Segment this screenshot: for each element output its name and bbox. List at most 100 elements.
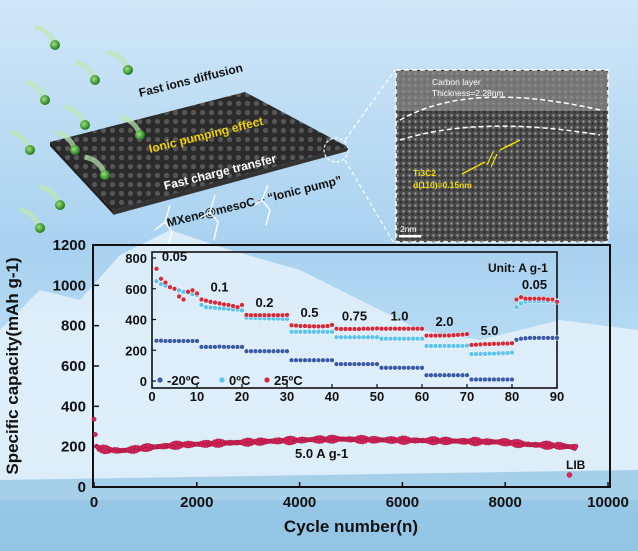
inset-data-point bbox=[500, 340, 506, 347]
inset-data-point bbox=[194, 290, 200, 297]
inset-data-point bbox=[239, 344, 245, 350]
inset-data-point bbox=[545, 335, 551, 341]
main-plot-frame bbox=[92, 244, 611, 488]
inset-data-point bbox=[279, 312, 286, 318]
inset-data-point bbox=[401, 365, 407, 371]
inset-data-point bbox=[176, 287, 182, 293]
inset-data-point bbox=[203, 304, 209, 310]
inset-data-point bbox=[158, 276, 164, 282]
inset-data-point bbox=[225, 302, 232, 308]
inset-data-point bbox=[477, 376, 484, 383]
inset-y-tick-label: 0 bbox=[140, 374, 147, 389]
inset-data-point bbox=[315, 357, 322, 363]
y-tick-label: 600 bbox=[61, 358, 86, 375]
inset-data-point bbox=[527, 296, 533, 302]
inset-data-point bbox=[234, 304, 241, 310]
inset-data-point bbox=[491, 350, 497, 357]
data-point bbox=[573, 443, 579, 449]
y-tick-label: 1000 bbox=[53, 277, 86, 294]
tem-phase-label: Ti3C2 bbox=[413, 168, 436, 178]
inset-data-point bbox=[383, 336, 389, 342]
inset-data-point bbox=[351, 361, 358, 367]
inset-data-point bbox=[495, 341, 502, 347]
inset-data-point bbox=[356, 361, 362, 367]
y-tick-label: 200 bbox=[61, 439, 86, 456]
inset-data-point bbox=[459, 331, 466, 338]
inset-data-point bbox=[437, 332, 443, 339]
inset-data-point bbox=[297, 323, 304, 329]
inset-data-point bbox=[288, 329, 295, 335]
inset-data-point bbox=[374, 334, 380, 340]
main-x-axis-label: Cycle number(n) bbox=[284, 517, 418, 536]
inset-data-point bbox=[212, 344, 218, 350]
inset-data-point bbox=[450, 372, 457, 378]
inset-data-point bbox=[180, 289, 187, 295]
data-point bbox=[91, 416, 97, 422]
inset-data-point bbox=[333, 361, 340, 367]
inset-data-point bbox=[351, 334, 358, 340]
inset-data-point bbox=[207, 304, 214, 311]
y-tick-label: 1200 bbox=[53, 237, 86, 254]
inset-data-point bbox=[297, 357, 304, 363]
inset-data-point bbox=[473, 376, 479, 383]
lattice-arrows bbox=[461, 139, 521, 175]
inset-data-point bbox=[401, 326, 407, 332]
legend-label: 0ºC bbox=[229, 373, 251, 388]
inset-data-point bbox=[329, 322, 335, 328]
inset-data-point bbox=[522, 296, 529, 302]
inset-data-point bbox=[437, 343, 443, 349]
inset-data-point bbox=[324, 329, 331, 335]
inset-data-point bbox=[441, 332, 448, 339]
tem-image: Carbon layer Thickness=2.28nm Ti3C2 d(11… bbox=[395, 69, 609, 243]
tem-spacing-label: d(110)=0.15nm bbox=[413, 180, 472, 190]
inset-data-point bbox=[473, 351, 479, 357]
rate-annotation: 5.0 A g-1 bbox=[295, 446, 348, 461]
inset-data-point bbox=[509, 349, 515, 356]
inset-x-tick-label: 50 bbox=[370, 389, 384, 404]
x-tick-label: 6000 bbox=[386, 494, 419, 511]
rate-label: 1.0 bbox=[390, 309, 408, 324]
inset-data-point bbox=[342, 361, 349, 367]
inset-data-point bbox=[414, 365, 421, 371]
inset-data-point bbox=[410, 365, 416, 371]
x-tick-label: 8000 bbox=[489, 494, 522, 511]
inset-data-point bbox=[482, 376, 488, 383]
inset-data-point bbox=[405, 326, 412, 332]
rate-label: 0.75 bbox=[342, 308, 367, 323]
inset-data-point bbox=[423, 343, 430, 349]
inset-data-point bbox=[369, 361, 376, 367]
inset-data-point bbox=[464, 372, 470, 378]
inset-data-point bbox=[432, 343, 439, 349]
inset-data-point bbox=[153, 338, 160, 344]
inset-data-point bbox=[212, 305, 218, 311]
lithium-ion-icon bbox=[100, 170, 110, 180]
inset-data-point bbox=[491, 341, 497, 347]
inset-data-point bbox=[450, 343, 457, 349]
inset-data-point bbox=[243, 312, 250, 318]
rate-label: 0.05 bbox=[162, 249, 187, 264]
inset-y-tick-label: 400 bbox=[125, 313, 147, 328]
inset-data-point bbox=[234, 344, 241, 350]
zoom-lines bbox=[344, 69, 396, 246]
inset-data-point bbox=[396, 365, 403, 371]
inset-data-point bbox=[500, 376, 506, 383]
inset-data-point bbox=[248, 312, 254, 318]
inset-data-point bbox=[198, 344, 205, 350]
x-tick-label: 2000 bbox=[180, 494, 213, 511]
inset-data-point bbox=[167, 338, 173, 344]
inset-data-point bbox=[446, 372, 452, 378]
inset-data-point bbox=[513, 296, 520, 303]
inset-data-point bbox=[419, 336, 425, 342]
y-tick-label: 800 bbox=[61, 318, 86, 335]
lib-data-point bbox=[566, 472, 573, 478]
lithium-ion-icon bbox=[80, 120, 90, 130]
inset-data-point bbox=[432, 332, 439, 339]
tem-thickness-label: Thickness=2.28nm bbox=[432, 88, 504, 98]
tem-scale-bar bbox=[399, 235, 421, 238]
inset-data-point bbox=[365, 361, 371, 367]
inset-data-point bbox=[279, 348, 286, 354]
inset-data-point bbox=[176, 338, 182, 344]
charge-transfer-lightning bbox=[154, 184, 271, 246]
inset-data-point bbox=[275, 312, 281, 318]
inset-data-point bbox=[153, 278, 160, 284]
